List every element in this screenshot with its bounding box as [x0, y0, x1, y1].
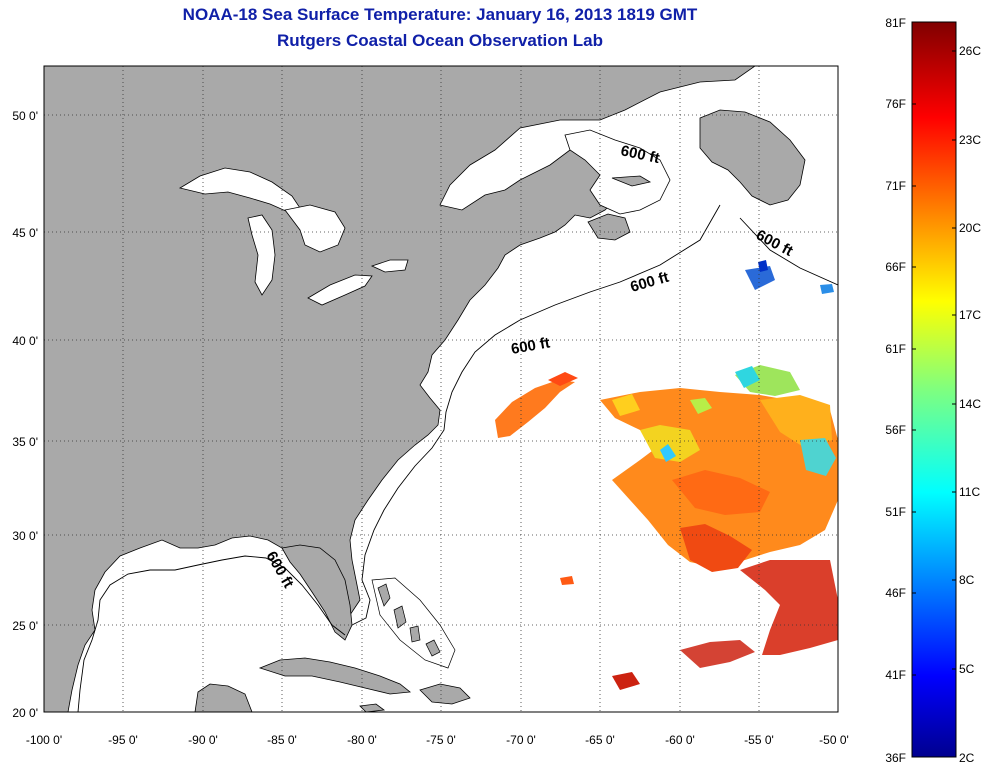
lon-tick-label: -70 0'	[506, 733, 536, 747]
isobath-600ft	[77, 204, 838, 712]
contour-label: 600 ft	[510, 334, 552, 358]
lon-tick-label: -95 0'	[108, 733, 138, 747]
north-america-land	[44, 66, 756, 712]
lake-erie	[307, 274, 373, 306]
map-frame	[43, 65, 839, 713]
fahrenheit-tick-label: 76F	[885, 97, 906, 111]
lake-huron	[284, 204, 346, 253]
lon-tick-label: -50 0'	[819, 733, 849, 747]
lon-tick-label: -75 0'	[426, 733, 456, 747]
celsius-tick-label: 23C	[959, 133, 981, 147]
temperature-colorbar	[911, 21, 957, 758]
cape-breton-land	[587, 213, 631, 241]
fahrenheit-tick-label: 61F	[885, 342, 906, 356]
celsius-tick-label: 20C	[959, 221, 981, 235]
lat-tick-label: 50 0'	[12, 109, 38, 123]
map-subtitle: Rutgers Coastal Ocean Observation Lab	[277, 31, 603, 50]
lon-tick-label: -100 0'	[26, 733, 62, 747]
map-grid	[44, 66, 838, 712]
lon-tick-label: -60 0'	[665, 733, 695, 747]
lat-tick-label: 25 0'	[12, 619, 38, 633]
celsius-tick-label: 14C	[959, 397, 981, 411]
celsius-tick-label: 2C	[959, 751, 975, 765]
colorbar-ticks	[912, 50, 956, 676]
lon-tick-label: -80 0'	[347, 733, 377, 747]
cuba-island	[258, 657, 412, 695]
anticosti-island	[611, 175, 652, 187]
celsius-tick-label: 8C	[959, 573, 975, 587]
florida-peninsula	[281, 544, 353, 641]
sst-observation-patches	[495, 260, 838, 690]
celsius-tick-label: 17C	[959, 308, 981, 322]
fahrenheit-tick-label: 51F	[885, 505, 906, 519]
lon-tick-label: -55 0'	[744, 733, 774, 747]
fahrenheit-tick-label: 41F	[885, 668, 906, 682]
lake-michigan	[247, 214, 276, 296]
fahrenheit-tick-label: 81F	[885, 16, 906, 30]
celsius-tick-label: 26C	[959, 44, 981, 58]
lon-tick-label: -65 0'	[585, 733, 615, 747]
lat-tick-label: 40 0'	[12, 334, 38, 348]
fahrenheit-tick-label: 71F	[885, 179, 906, 193]
celsius-tick-label: 11C	[959, 485, 980, 499]
fahrenheit-tick-label: 36F	[885, 751, 906, 765]
map-title: NOAA-18 Sea Surface Temperature: January…	[182, 5, 698, 24]
fahrenheit-tick-label: 66F	[885, 260, 906, 274]
bahamas-islands	[377, 583, 441, 657]
hispaniola-island	[419, 683, 471, 705]
gulf-of-st-lawrence	[564, 129, 671, 215]
lon-tick-label: -90 0'	[188, 733, 218, 747]
lake-ontario	[370, 259, 409, 273]
bahama-bank-outline	[371, 577, 456, 669]
lat-tick-label: 35 0'	[12, 435, 38, 449]
celsius-tick-label: 5C	[959, 662, 975, 676]
newfoundland-land	[699, 109, 806, 206]
lat-tick-label: 30 0'	[12, 529, 38, 543]
yucatan-land	[194, 683, 253, 712]
jamaica-island	[359, 703, 386, 712]
lat-tick-label: 45 0'	[12, 226, 38, 240]
lat-tick-label: 20 0'	[12, 706, 38, 720]
fahrenheit-tick-label: 56F	[885, 423, 906, 437]
lon-tick-label: -85 0'	[267, 733, 297, 747]
fahrenheit-tick-label: 46F	[885, 586, 906, 600]
